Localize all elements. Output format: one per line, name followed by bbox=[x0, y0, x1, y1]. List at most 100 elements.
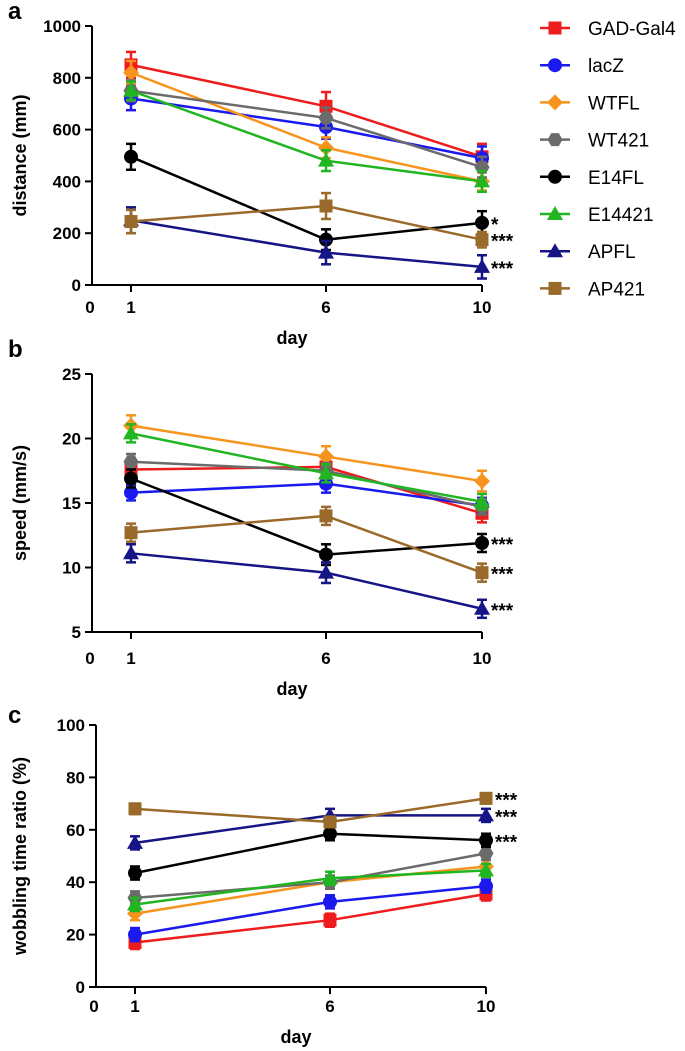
data-point bbox=[124, 485, 138, 500]
data-point bbox=[123, 425, 139, 440]
x-tick-label: 1 bbox=[130, 997, 139, 1016]
y-axis-label: distance (mm) bbox=[10, 94, 30, 216]
data-point bbox=[318, 111, 334, 125]
legend-marker bbox=[547, 206, 563, 220]
data-point bbox=[128, 802, 142, 816]
y-tick-label: 5 bbox=[72, 623, 81, 642]
data-point bbox=[479, 833, 493, 848]
series-WT421 bbox=[127, 845, 494, 906]
series-APFL bbox=[123, 543, 490, 620]
series-WTFL bbox=[123, 414, 490, 493]
data-point bbox=[474, 493, 490, 508]
legend-marker bbox=[547, 243, 563, 258]
y-tick-label: 1000 bbox=[43, 17, 81, 36]
x-tick-label: 10 bbox=[473, 649, 492, 668]
chart-panel-b: b 5 10 15 20 25 0 1 6 10 day speed (mm/s) *** *** *** bbox=[8, 336, 514, 699]
x-axis-label: day bbox=[276, 328, 307, 348]
data-point bbox=[123, 64, 139, 81]
data-point bbox=[124, 526, 138, 540]
legend-item-lacZ: lacZ bbox=[540, 56, 624, 77]
data-point bbox=[124, 215, 138, 229]
significance-label: *** bbox=[495, 807, 518, 828]
data-point bbox=[319, 99, 333, 113]
legend-marker bbox=[548, 169, 562, 184]
data-point bbox=[474, 600, 490, 615]
legend-marker bbox=[547, 133, 563, 147]
data-point bbox=[318, 465, 334, 480]
data-point bbox=[323, 894, 337, 909]
data-point bbox=[124, 149, 138, 164]
x-tick-label: 10 bbox=[477, 997, 496, 1016]
x-axis-label: day bbox=[276, 679, 307, 699]
data-point bbox=[123, 455, 139, 469]
series-line bbox=[134, 869, 487, 906]
y-tick-label: 0 bbox=[72, 276, 81, 295]
legend-marker bbox=[548, 58, 562, 73]
series-E14FL bbox=[128, 825, 493, 881]
legend-label: lacZ bbox=[588, 56, 624, 77]
series-E14421 bbox=[123, 423, 490, 511]
series-line bbox=[130, 71, 483, 183]
x-tick-label: 0 bbox=[85, 298, 94, 317]
data-point bbox=[478, 862, 494, 877]
series-line bbox=[130, 97, 483, 160]
series-line bbox=[130, 204, 483, 241]
significance-label: *** bbox=[491, 535, 514, 556]
data-point bbox=[475, 233, 489, 247]
significance-label: *** bbox=[495, 790, 518, 811]
data-point bbox=[319, 199, 333, 213]
legend-label: E14421 bbox=[588, 205, 654, 226]
data-point bbox=[474, 258, 490, 273]
data-point bbox=[475, 535, 489, 550]
significance-label: *** bbox=[491, 565, 514, 586]
y-tick-label: 0 bbox=[76, 978, 85, 997]
data-point bbox=[128, 927, 142, 942]
chart-panel-a: a 0 200 400 600 800 1000 0 1 6 10 day distance (mm) *… bbox=[8, 0, 514, 348]
y-tick-label: 80 bbox=[66, 768, 85, 787]
series-line bbox=[130, 552, 483, 610]
x-tick-label: 6 bbox=[321, 649, 330, 668]
data-point bbox=[478, 807, 494, 822]
legend-label: GAD-Gal4 bbox=[588, 19, 676, 40]
x-axis-label: day bbox=[280, 1027, 311, 1047]
series-AP421 bbox=[128, 791, 493, 829]
y-tick-label: 15 bbox=[62, 494, 81, 513]
significance-label: * bbox=[491, 215, 499, 236]
y-tick-label: 40 bbox=[66, 873, 85, 892]
data-point bbox=[128, 866, 142, 881]
panel-letter: b bbox=[8, 336, 23, 363]
y-tick-label: 10 bbox=[62, 559, 81, 578]
legend-label: WT421 bbox=[588, 131, 649, 152]
data-point bbox=[319, 547, 333, 562]
y-tick-label: 20 bbox=[66, 926, 85, 945]
y-tick-label: 25 bbox=[62, 365, 81, 384]
series-lacZ bbox=[124, 85, 489, 171]
legend-label: AP421 bbox=[588, 279, 645, 300]
series-line bbox=[130, 514, 483, 574]
chart-panel-c: c 0 20 40 60 80 100 0 1 6 10 day wobbling time ratio… bbox=[8, 702, 518, 1047]
series-AP421 bbox=[124, 505, 489, 583]
significance-label: *** bbox=[491, 259, 514, 280]
data-point bbox=[318, 152, 334, 167]
data-point bbox=[127, 834, 143, 849]
series-lacZ bbox=[128, 878, 493, 943]
legend-item-WTFL: WTFL bbox=[540, 93, 640, 114]
legend-item-AP421: AP421 bbox=[540, 279, 645, 300]
series-APFL bbox=[127, 807, 494, 851]
legend-marker bbox=[548, 21, 562, 35]
series-WT421 bbox=[123, 79, 490, 179]
x-tick-label: 0 bbox=[85, 649, 94, 668]
y-tick-label: 400 bbox=[53, 172, 81, 191]
data-point bbox=[323, 913, 337, 927]
data-point bbox=[322, 870, 338, 885]
legend-label: E14FL bbox=[588, 168, 644, 189]
y-axis-label: speed (mm/s) bbox=[10, 445, 30, 561]
series-AP421 bbox=[124, 191, 489, 249]
data-point bbox=[474, 473, 490, 490]
y-tick-label: 20 bbox=[62, 430, 81, 449]
legend-item-E14421: E14421 bbox=[540, 205, 654, 226]
series-line bbox=[130, 89, 483, 183]
x-tick-label: 0 bbox=[89, 997, 98, 1016]
data-point bbox=[127, 896, 143, 911]
